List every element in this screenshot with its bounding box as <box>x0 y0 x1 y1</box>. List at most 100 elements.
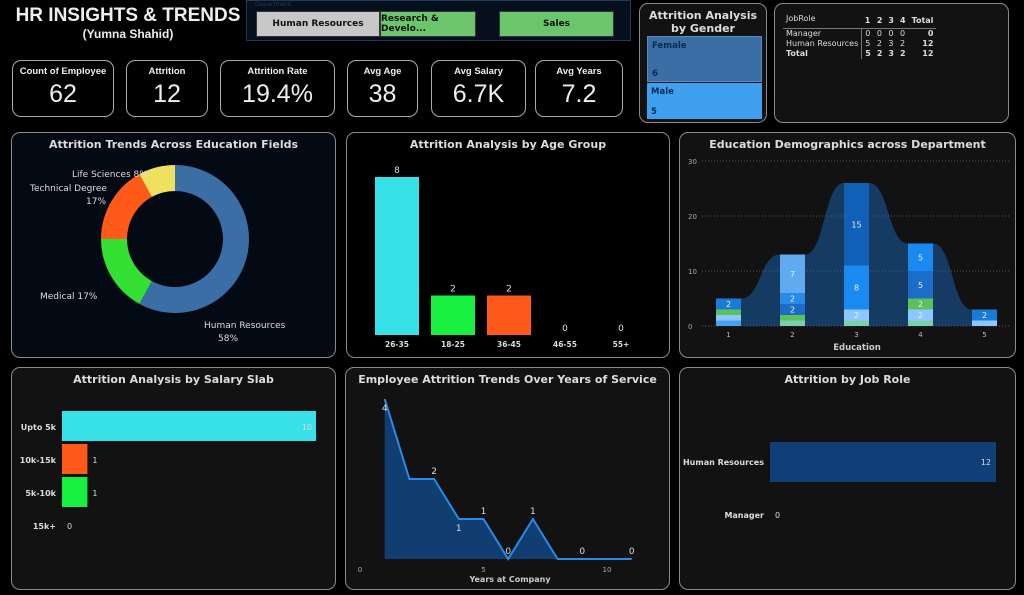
matrix-header: JobRole 1 2 3 4 Total <box>783 14 937 29</box>
matrix-header-cell[interactable]: JobRole <box>786 14 816 23</box>
data-label: 1 <box>530 507 536 517</box>
matrix-header-cell: 2 <box>876 16 883 25</box>
matrix-cell: 5 <box>865 49 871 58</box>
matrix-table: JobRole 1 2 3 4 Total Manager 0 0 0 0 0 Human Reso… <box>783 14 937 59</box>
x-tick-label: 2 <box>790 331 794 339</box>
ribbon-segment <box>780 254 805 293</box>
education-department-panel: Education Demographics across Department… <box>679 132 1016 358</box>
matrix-cell: Manager <box>783 28 863 39</box>
y-tick-label: Manager <box>724 511 764 520</box>
ribbon-segment <box>908 243 933 271</box>
kpi-avg-years: Avg Years 7.2 <box>535 60 623 117</box>
ribbon-segment <box>844 309 869 321</box>
data-label: 1 <box>481 507 487 517</box>
ribbon-segment <box>716 315 741 321</box>
ribbon-segment <box>716 298 741 310</box>
slice-label: Technical Degree <box>29 184 107 194</box>
kpi-value: 62 <box>49 80 77 108</box>
matrix-cell: 2 <box>899 39 906 48</box>
data-label: 2 <box>790 295 795 304</box>
department-slicer: Department Human Resources Research & De… <box>246 0 631 41</box>
years-service-panel: Employee Attrition Trends Over Years of … <box>345 367 670 590</box>
panel-title: Employee Attrition Trends Over Years of … <box>358 373 657 386</box>
ribbon-segment <box>716 320 741 326</box>
gender-male[interactable]: Male 5 <box>647 83 762 119</box>
x-tick-label: 0 <box>358 566 362 574</box>
kpi-label: Attrition <box>148 66 186 77</box>
ribbon-segment <box>844 183 869 266</box>
slice-pct: 17% <box>86 197 106 207</box>
y-tick-label: 10k-15k <box>20 456 57 465</box>
x-tick-label: 46-55 <box>553 340 577 349</box>
data-label: 2 <box>450 285 456 295</box>
data-label: 5 <box>918 281 923 290</box>
salary-bar <box>62 477 88 507</box>
x-tick-label: 4 <box>918 331 923 339</box>
slicer-research-development[interactable]: Research & Develo... <box>380 11 476 37</box>
donut-slice-life-sciences <box>139 165 175 197</box>
matrix-cell: 2 <box>876 49 883 58</box>
y-tick-label: 20 <box>688 213 697 221</box>
kpi-value: 12 <box>153 80 181 108</box>
x-axis-title: Education <box>833 343 881 353</box>
y-tick-label: Upto 5k <box>21 423 57 432</box>
ribbon-segment <box>844 320 869 326</box>
kpi-label: Avg Salary <box>454 66 503 77</box>
data-label: 4 <box>382 404 388 414</box>
y-tick-label: 5k-10k <box>25 489 56 498</box>
ribbon-segment <box>780 315 805 321</box>
matrix-row: Human Resources 5 2 3 2 12 <box>783 39 936 49</box>
matrix-header-cell: Total <box>911 16 934 25</box>
salary-slab-panel: Attrition Analysis by Salary Slab Upto 5… <box>11 367 336 590</box>
jobrole-bar-chart: Human Resources 12 Manager 0 <box>683 442 996 520</box>
age-bar <box>375 177 419 335</box>
x-tick-label: 5 <box>982 331 986 339</box>
data-label: 2 <box>726 300 731 309</box>
y-tick-label: 10 <box>688 268 697 276</box>
age-bar <box>487 295 531 335</box>
gender-female[interactable]: Female 6 <box>647 36 762 82</box>
salary-bar-chart: Upto 5k 10 10k-15k 1 5k-10k 1 15k+ 0 <box>20 411 316 531</box>
kpi-attrition: Attrition 12 <box>126 60 208 117</box>
matrix-header-cell: 4 <box>899 16 906 25</box>
kpi-label: Count of Employee <box>19 66 107 77</box>
data-label: 7 <box>790 270 795 279</box>
data-label: 0 <box>629 547 635 557</box>
age-group-panel: Attrition Analysis by Age Group 8 26-35 2 1… <box>346 132 670 358</box>
slice-label: Medical 17% <box>40 292 98 302</box>
kpi-value: 7.2 <box>561 80 597 108</box>
matrix-cell: Human Resources <box>783 39 863 49</box>
matrix-cell: 12 <box>922 49 934 58</box>
slice-label: Life Sciences 8% <box>72 170 148 180</box>
data-label: 2 <box>918 311 923 320</box>
ribbon <box>869 183 908 326</box>
dashboard-title: HR INSIGHTS & TRENDS <box>15 5 241 26</box>
data-label: 10 <box>302 423 312 432</box>
data-label: 1 <box>92 456 97 465</box>
slicer-human-resources[interactable]: Human Resources <box>256 11 380 37</box>
x-tick-label: 26-35 <box>385 340 409 349</box>
data-label: 12 <box>981 458 991 467</box>
ribbon <box>933 243 972 326</box>
ribbon-segment <box>716 309 741 315</box>
jobrole-matrix: JobRole 1 2 3 4 Total Manager 0 0 0 0 0 Human Reso… <box>774 3 1009 123</box>
y-tick-label: 15k+ <box>33 522 56 531</box>
matrix-row: Manager 0 0 0 0 0 <box>783 28 936 39</box>
matrix-cell: 12 <box>922 39 934 48</box>
kpi-attrition-rate: Attrition Rate 19.4% <box>220 60 335 117</box>
ribbon-segment <box>908 271 933 299</box>
ribbon-segment <box>908 309 933 321</box>
data-label: 2 <box>982 311 987 320</box>
donut-slice-human-resources <box>139 165 249 313</box>
data-label: 1 <box>92 489 97 498</box>
gender-label: Male <box>651 87 674 97</box>
slicer-sales[interactable]: Sales <box>499 11 614 37</box>
data-label: 2 <box>506 285 512 295</box>
matrix-total-row: Total 5 2 3 2 12 <box>783 49 936 59</box>
ribbon-segment <box>908 298 933 310</box>
panel-title: Attrition Trends Across Education Fields <box>48 138 299 151</box>
kpi-label: Avg Age <box>363 66 402 77</box>
y-tick-label: 0 <box>688 323 692 331</box>
ribbon-segment <box>780 293 805 304</box>
